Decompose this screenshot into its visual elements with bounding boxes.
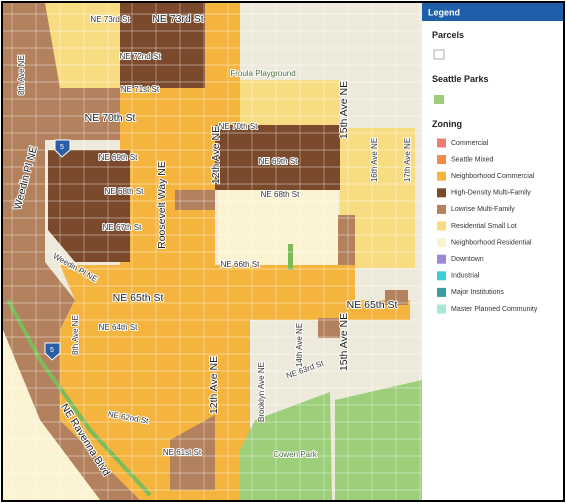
legend-swatch bbox=[437, 155, 446, 165]
street-label: NE 73rd St bbox=[152, 13, 203, 25]
legend-heading: Zoning bbox=[432, 119, 462, 129]
street-label: 16th Ave NE bbox=[370, 138, 379, 182]
legend-item: Master Planned Community bbox=[451, 306, 538, 313]
legend-item: Seattle Mixed bbox=[451, 156, 494, 163]
street-label: NE 68th St bbox=[261, 190, 300, 199]
school-parcel bbox=[218, 190, 338, 265]
street-label: NE 61st St bbox=[163, 448, 202, 457]
street-label: NE 65th St bbox=[347, 299, 398, 311]
map[interactable]: 5 5 NE 73rd St NE 73rd St NE 72nd St NE … bbox=[3, 3, 422, 500]
legend-swatch bbox=[434, 95, 444, 104]
street-label: 8th Ave NE bbox=[71, 315, 80, 355]
street-label: NE 67th St bbox=[103, 223, 142, 232]
street-label: 8th Ave NE bbox=[17, 55, 26, 95]
legend-item: Neighborhood Commercial bbox=[451, 173, 535, 180]
street-label: NE 66th St bbox=[221, 260, 260, 269]
legend-item: Residential Small Lot bbox=[451, 223, 517, 230]
shield-label: 5 bbox=[50, 347, 54, 354]
street-grid bbox=[3, 3, 422, 500]
legend-swatch bbox=[437, 188, 446, 198]
street-label: NE 70th St bbox=[219, 122, 258, 131]
high-density-area bbox=[48, 150, 130, 262]
legend-item: Lowrise Multi-Family bbox=[451, 206, 515, 213]
legend-swatch bbox=[437, 304, 446, 314]
high-density-area bbox=[120, 3, 205, 88]
lowrise-area bbox=[338, 215, 355, 265]
legend-swatch bbox=[437, 221, 446, 231]
shield-label: 5 bbox=[60, 144, 64, 151]
street-label: 15th Ave NE bbox=[338, 81, 350, 139]
legend-title: Legend bbox=[428, 7, 460, 17]
park-label: Froula Playground bbox=[230, 69, 295, 78]
high-density-area bbox=[215, 125, 340, 190]
legend-background bbox=[422, 3, 563, 500]
street-label: NE 71st St bbox=[121, 85, 160, 94]
legend-heading: Seattle Parks bbox=[432, 74, 489, 84]
legend-swatch bbox=[437, 238, 446, 248]
legend-item: Industrial bbox=[451, 273, 480, 280]
legend-item: Neighborhood Residential bbox=[451, 239, 532, 246]
street-label: NE 64th St bbox=[99, 323, 138, 332]
lowrise-area bbox=[318, 318, 340, 338]
street-label: 17th Ave NE bbox=[403, 138, 412, 182]
street-label: NE 69th St bbox=[259, 157, 298, 166]
lowrise-area bbox=[170, 415, 215, 490]
park-strip bbox=[288, 244, 293, 270]
ravenna-blvd bbox=[6, 299, 152, 497]
legend-swatch bbox=[437, 171, 446, 181]
park-label: Cowen Park bbox=[273, 450, 318, 459]
street-label: NE 73rd St bbox=[90, 15, 130, 24]
street-label: NE 65th St bbox=[113, 292, 164, 304]
park bbox=[335, 380, 422, 500]
highway-shield bbox=[54, 139, 71, 158]
legend-swatch bbox=[437, 287, 446, 297]
street-label: 12th Ave NE bbox=[210, 126, 222, 184]
street-label: NE 68th St bbox=[105, 187, 144, 196]
street-label: 15th Ave NE bbox=[338, 313, 350, 371]
lowrise-area bbox=[385, 290, 408, 305]
small-lot-area bbox=[340, 128, 415, 268]
legend-header bbox=[422, 3, 563, 21]
commercial-corridor bbox=[60, 3, 410, 500]
street-label: 14th Ave NE bbox=[295, 323, 304, 367]
legend-heading: Parcels bbox=[432, 30, 464, 40]
legend-swatch bbox=[437, 254, 446, 264]
legend-item: Commercial bbox=[451, 140, 489, 147]
street-label: 12th Ave NE bbox=[208, 356, 220, 414]
residential-area bbox=[3, 330, 100, 500]
legend-swatch bbox=[437, 204, 446, 214]
legend-swatch bbox=[437, 138, 446, 148]
street-label: Roosevelt Way NE bbox=[156, 161, 168, 249]
legend-swatch bbox=[437, 271, 446, 281]
legend-panel: Legend Parcels Seattle Parks Zoning Commerc… bbox=[422, 3, 563, 500]
small-lot-area bbox=[40, 3, 120, 88]
street-label: Brooklyn Ave NE bbox=[257, 362, 266, 422]
legend-item: High-Density Multi-Family bbox=[451, 190, 531, 197]
legend-item: Downtown bbox=[451, 256, 484, 263]
lowrise-area bbox=[3, 3, 140, 500]
legend-swatch bbox=[433, 49, 445, 60]
street-label: NE 69th St bbox=[99, 153, 138, 162]
highway-shield bbox=[44, 342, 61, 361]
lowrise-area bbox=[175, 190, 215, 210]
small-lot-area bbox=[215, 80, 340, 125]
street-label: NE 72nd St bbox=[120, 52, 162, 61]
legend-item: Major Institutions bbox=[451, 289, 504, 296]
street-label: NE 70th St bbox=[85, 112, 136, 124]
